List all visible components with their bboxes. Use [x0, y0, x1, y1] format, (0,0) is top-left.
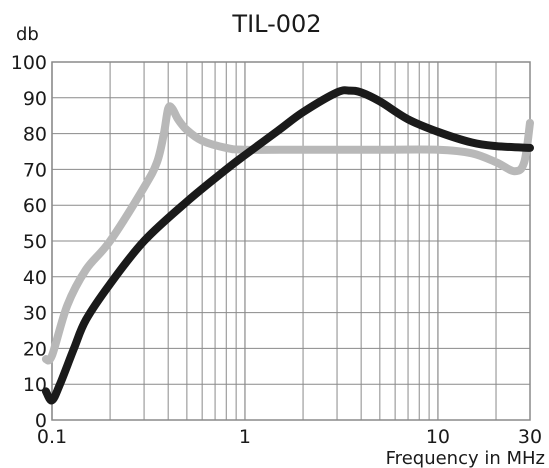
y-tick-label: 0	[35, 410, 47, 432]
x-tick-label: 10	[426, 426, 450, 448]
x-axis-label: Frequency in MHz	[386, 448, 545, 468]
y-tick-label: 100	[11, 52, 47, 74]
y-axis-label: db	[16, 24, 39, 45]
series-line-1	[41, 102, 534, 365]
chart-title: TIL-002	[231, 10, 321, 38]
x-tick-labels: 0.1 1 10 30	[37, 426, 542, 448]
y-tick-label: 20	[23, 338, 47, 360]
y-tick-label: 90	[23, 88, 47, 110]
x-tick-label: 0.1	[37, 426, 67, 448]
y-tick-labels: 0 10 20 30 40 50 60 70 80 90 100	[11, 52, 47, 432]
grid	[51, 61, 531, 421]
y-tick-label: 10	[23, 374, 47, 396]
y-tick-label: 70	[23, 159, 47, 181]
x-tick-label: 1	[239, 426, 251, 448]
y-tick-label: 80	[23, 124, 47, 146]
y-tick-label: 50	[23, 231, 47, 253]
series-line-2	[41, 86, 534, 405]
x-tick-label: 30	[518, 426, 542, 448]
y-tick-label: 60	[23, 195, 47, 217]
y-tick-label: 30	[23, 303, 47, 325]
series-layer	[41, 86, 534, 405]
y-tick-label: 40	[23, 267, 47, 289]
plot-frame	[51, 61, 531, 421]
